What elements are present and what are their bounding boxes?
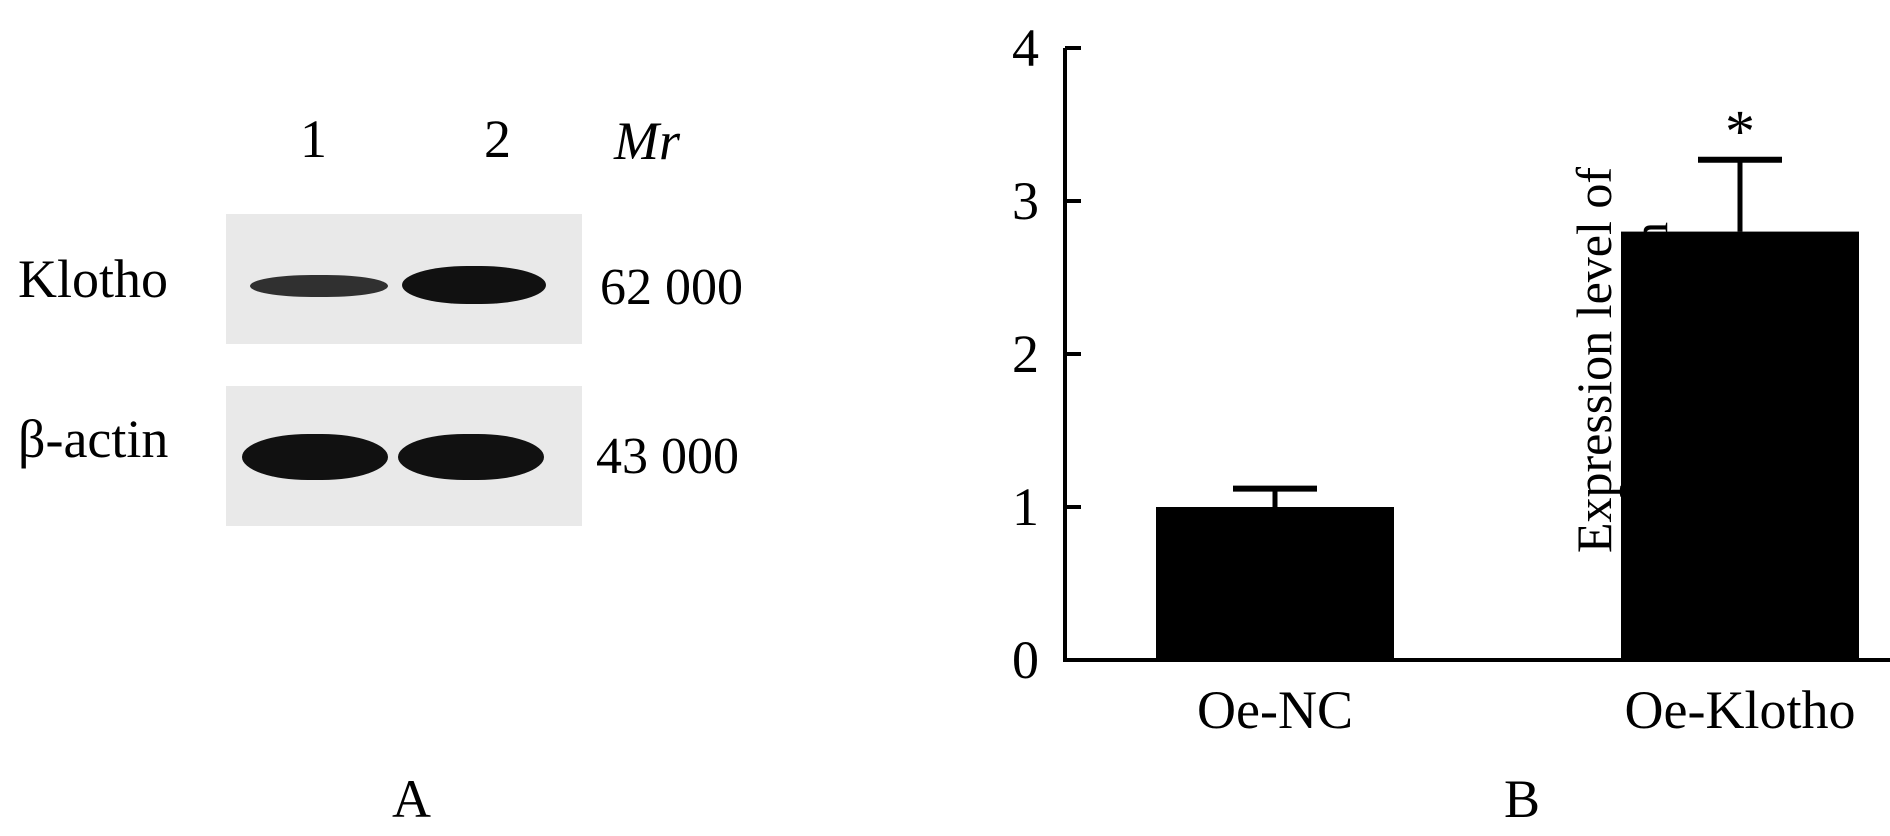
klotho-band-lane-1 — [250, 274, 388, 298]
mr-label: Mr — [614, 111, 680, 171]
panel-a-letter: A — [392, 769, 431, 829]
y-tick-label-0: 0 — [1012, 630, 1039, 690]
y-tick-label-3: 3 — [1012, 171, 1039, 231]
klotho-molecular-weight: 62 000 — [600, 259, 743, 316]
western-blot-panel: 1 2 Mr Klotho 62 000 β-actin 43 000 A — [0, 0, 820, 836]
beta-actin-molecular-weight: 43 000 — [596, 428, 739, 485]
panel-b-letter: B — [1504, 769, 1541, 829]
bar-oe-klotho — [1621, 231, 1859, 660]
significance-marker-1: * — [1725, 99, 1755, 165]
row-label-beta-actin: β-actin — [18, 409, 169, 469]
beta-actin-band-lane-1 — [242, 434, 388, 480]
y-tick-label-2: 2 — [1012, 324, 1039, 384]
x-category-label-0: Oe-NC — [1197, 680, 1353, 740]
lane-label-2: 2 — [484, 109, 511, 169]
y-tick-label-4: 4 — [1012, 18, 1039, 78]
chart-bars — [1156, 156, 1859, 660]
beta-actin-band-lane-2 — [398, 434, 544, 480]
chart-labels: 0 1 2 3 4 Oe-NC Oe-Klotho * — [1012, 18, 1855, 740]
bar-chart-panel: Expression level of eNOS protein 01234Oe… — [800, 0, 1890, 836]
klotho-band-lane-2 — [402, 266, 546, 304]
y-tick-label-1: 1 — [1012, 477, 1039, 537]
x-category-label-1: Oe-Klotho — [1625, 680, 1856, 740]
bar-oe-nc — [1156, 507, 1394, 660]
lane-label-1: 1 — [300, 109, 327, 169]
beta-actin-blot-strip — [226, 386, 582, 526]
row-label-klotho: Klotho — [18, 249, 169, 309]
klotho-blot-strip — [226, 214, 582, 344]
bar-chart-svg: 0 1 2 3 4 Oe-NC Oe-Klotho * — [1012, 18, 1890, 740]
